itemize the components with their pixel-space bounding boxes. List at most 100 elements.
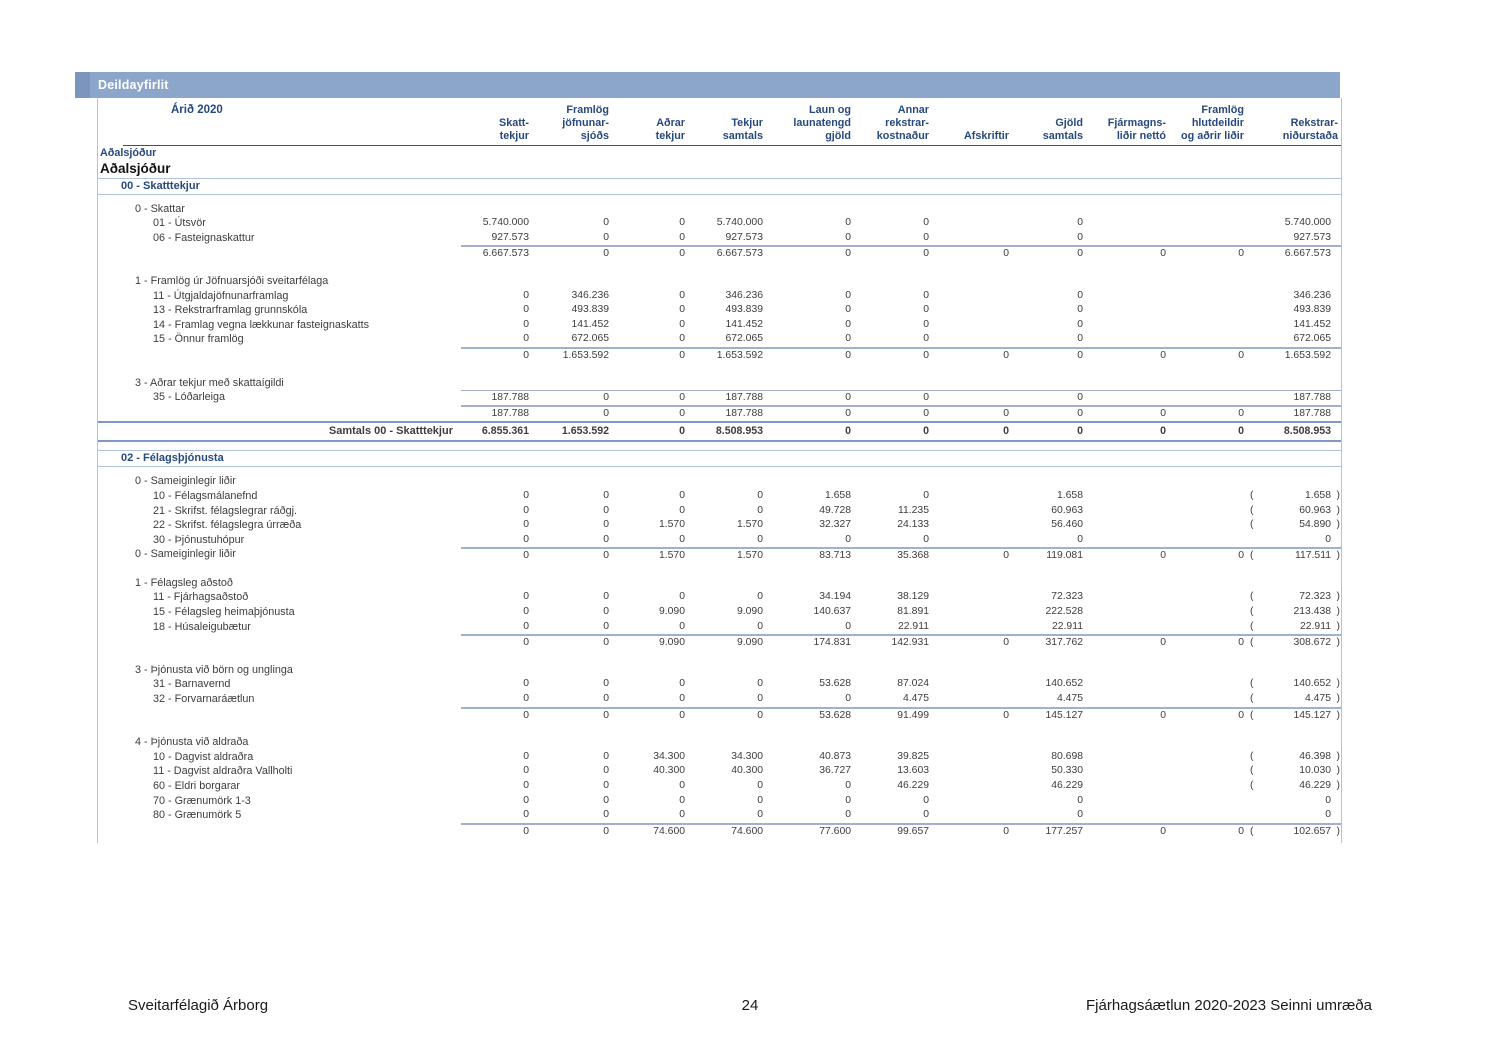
cell: 187.788	[1247, 407, 1341, 422]
cell: (46.229)	[1247, 779, 1341, 794]
spacer	[98, 721, 1341, 735]
cell-value: 72.323	[1299, 591, 1331, 603]
group-heading: 0 - Skattar	[98, 202, 1341, 217]
fund-label-large: Aðalsjóður	[100, 160, 171, 176]
cell-value: 0	[845, 392, 851, 404]
paren-open	[1247, 794, 1266, 809]
cell-value	[932, 231, 1012, 246]
cell-value: 8.508.953	[715, 425, 763, 438]
cell-value: 672.065	[725, 333, 763, 345]
cell-value: 0	[523, 709, 529, 721]
row-values: 0 493.839 0 493.839 0 0 0 493.839	[461, 303, 1341, 318]
cell-value: 83.713	[819, 550, 851, 562]
cell-value	[1086, 489, 1169, 504]
spacer	[98, 442, 1341, 450]
cell-value	[1169, 332, 1247, 347]
cell-value: 49.728	[819, 504, 851, 516]
row-label: 32 - Forvarnaráætlun	[153, 693, 255, 706]
row-label: 06 - Fasteignaskattur	[153, 231, 255, 244]
paren-open: (	[1250, 765, 1254, 777]
paren-close	[1331, 332, 1341, 347]
row-values: 0 0 9.090 9.090 174.831 142.931 0 317.762 0 0(308…	[461, 634, 1341, 651]
row-values: 6.667.573 0 0 6.667.573 0 0 0 0 0 0 6.667.573	[461, 245, 1341, 262]
cell-value: 140.652	[1293, 678, 1331, 690]
row-label: 14 - Framlag vegna lækkunar fasteignaska…	[153, 318, 370, 331]
cell-value: 0	[1160, 709, 1166, 721]
cell-value	[1086, 504, 1169, 519]
cell-value: 0	[845, 248, 851, 260]
row-label: 18 - Húsaleigubætur	[153, 620, 251, 633]
cell-value	[1086, 750, 1169, 765]
paren-open	[1247, 533, 1266, 548]
cell-value: 0	[1003, 825, 1009, 837]
cell-value: 140.652	[1045, 678, 1083, 690]
cell-value	[1086, 808, 1169, 823]
cell-value: 142.931	[891, 637, 929, 649]
subtotal-row: 6.667.573 0 0 6.667.573 0 0 0 0 0 0 6.667.573	[98, 245, 1341, 260]
cell-value	[1086, 692, 1169, 707]
cell-value	[1169, 489, 1247, 504]
paren-open: (	[1250, 678, 1254, 690]
cell-value: 0	[1160, 425, 1166, 438]
cell-value: 0	[845, 318, 851, 330]
cell: (102.657)	[1247, 825, 1341, 840]
cell: (145.127)	[1247, 709, 1341, 724]
column-header: Laun og launatengd gjöld	[793, 104, 851, 143]
cell-value: 0	[523, 809, 529, 821]
row-values: 0 0 0 0 0 0 0 0	[461, 533, 1341, 548]
cell-value: 0	[679, 780, 685, 792]
cell-value	[1169, 808, 1247, 823]
cell-value: 187.788	[491, 392, 529, 404]
cell: 0	[1247, 808, 1341, 823]
cell-value: 145.127	[1045, 709, 1083, 721]
paren-close	[1331, 349, 1341, 364]
cell-value: 0	[603, 519, 609, 531]
row-values: 0 0 0 0 0 46.229 46.229(46.229)	[461, 779, 1341, 794]
cell-value: 0	[1003, 425, 1009, 438]
row-values: 0 0 0 0 0 0 0 0	[461, 808, 1341, 823]
cell-value: 0	[603, 794, 609, 806]
cell-value	[1086, 289, 1169, 304]
cell-value: 0	[1325, 533, 1331, 545]
paren-open: (	[1250, 519, 1254, 531]
cell-value: 174.831	[813, 637, 851, 649]
cell: (22.911)	[1247, 620, 1341, 635]
paren-close	[1331, 423, 1341, 440]
cell-value	[1086, 533, 1169, 548]
cell-value: 0	[679, 248, 685, 260]
cell-value: 0	[603, 693, 609, 705]
cell-value: 0	[603, 550, 609, 562]
cell-value: 0	[523, 304, 529, 316]
cell-value: 0	[1077, 533, 1083, 545]
paren-close	[1331, 391, 1341, 406]
cell-value: 0	[603, 591, 609, 603]
cell-value: 1.570	[658, 550, 685, 562]
cell-value: 0	[1238, 425, 1244, 438]
cell-value: 1.653.592	[561, 425, 609, 438]
spacer	[98, 362, 1341, 376]
cell-value	[1169, 750, 1247, 765]
row-values: 5.740.000 0 0 5.740.000 0 0 0 5.740.000	[461, 216, 1341, 231]
cell-value: 141.452	[1293, 318, 1331, 330]
cell-value: 0	[923, 809, 929, 821]
table-row: 80 - Grænumörk 5 0 0 0 0 0 0 0 0	[98, 808, 1341, 823]
cell-value	[1169, 289, 1247, 304]
paren-close: )	[1336, 519, 1340, 531]
cell-value: 927.573	[491, 231, 529, 243]
cell-value	[1169, 231, 1247, 246]
paren-close	[1331, 231, 1341, 246]
cell-value	[1169, 318, 1247, 333]
cell-value: 22.911	[1051, 620, 1083, 632]
cell-value: 0	[1160, 349, 1166, 361]
cell-value: 0	[923, 349, 929, 361]
cell-value: 0	[523, 550, 529, 562]
paren-open: (	[1250, 780, 1254, 792]
cell-value: 346.236	[571, 289, 609, 301]
cell-value: 0	[845, 620, 851, 632]
cell-value: 0	[1238, 407, 1244, 419]
group-label: 0 - Sameiginlegir liðir	[135, 475, 236, 488]
table-row: 35 - Lóðarleiga 187.788 0 0 187.788 0 0 0 187.78…	[98, 390, 1341, 405]
cell-value: 0	[679, 809, 685, 821]
cell-value: 141.452	[725, 318, 763, 330]
spacer	[98, 562, 1341, 576]
